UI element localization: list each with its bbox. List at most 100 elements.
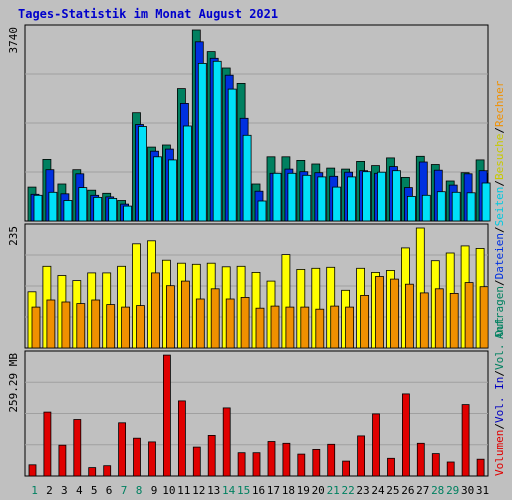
bar-volumen-day-6 (103, 465, 112, 477)
bar-seiten-day-1 (33, 194, 43, 222)
bar-volumen-day-22 (342, 460, 351, 477)
bar-seiten-day-31 (481, 182, 491, 222)
bar-volumen-day-26 (401, 393, 410, 477)
bar-rechner-day-24 (375, 276, 384, 349)
bar-rechner-day-3 (61, 301, 71, 349)
bar-seiten-day-6 (108, 197, 118, 222)
bar-rechner-day-18 (285, 306, 295, 349)
bar-volumen-day-12 (192, 446, 201, 477)
day-label-6: 6 (106, 484, 113, 497)
day-label-21: 21 (327, 484, 340, 497)
bar-rechner-day-23 (360, 294, 370, 349)
bar-rechner-day-7 (121, 306, 130, 349)
bar-rechner-day-11 (180, 280, 190, 349)
bar-seiten-day-28 (436, 191, 446, 222)
bar-rechner-day-22 (345, 306, 355, 349)
day-label-1: 1 (31, 484, 38, 497)
bar-seiten-day-24 (377, 171, 386, 222)
day-label-26: 26 (401, 484, 414, 497)
bar-volumen-day-3 (58, 444, 67, 477)
day-label-14: 14 (222, 484, 236, 497)
bar-rechner-day-28 (434, 288, 444, 349)
bar-volumen-day-7 (118, 422, 126, 477)
y-axis-max-label: 3740 (7, 27, 20, 54)
bar-seiten-day-15 (242, 134, 252, 222)
bar-seiten-day-19 (302, 174, 312, 222)
bar-rechner-day-25 (390, 278, 399, 349)
bar-seiten-day-7 (123, 205, 132, 222)
chart-panels: 3740 235 259.29 MB (7, 24, 491, 477)
bar-volumen-day-25 (387, 457, 395, 477)
day-label-12: 12 (192, 484, 205, 497)
y-axis-max-label: 235 (7, 226, 20, 246)
bar-seiten-day-14 (227, 88, 237, 222)
bar-rechner-day-4 (76, 303, 86, 349)
bar-seiten-day-20 (317, 176, 327, 222)
panel-visits: 235 (7, 223, 489, 349)
day-label-17: 17 (267, 484, 280, 497)
day-label-8: 8 (136, 484, 143, 497)
bar-volumen-day-31 (476, 458, 485, 477)
bar-seiten-day-8 (138, 126, 147, 222)
bar-seiten-day-29 (451, 191, 461, 222)
bar-volumen-day-24 (372, 413, 380, 477)
bar-rechner-day-30 (464, 282, 474, 349)
bar-seiten-day-18 (287, 172, 297, 222)
bar-volumen-day-1 (28, 464, 37, 477)
day-label-24: 24 (371, 484, 385, 497)
legend-entry: / (493, 180, 506, 187)
bar-seiten-day-11 (182, 125, 192, 222)
bar-seiten-day-27 (421, 194, 431, 222)
x-axis-day-labels: 1 2 3 4 5 6 7 8 9 10 11 12 13 14 15 16 17 18 19 20 21 22 23 24 2… (31, 484, 489, 497)
day-label-31: 31 (476, 484, 489, 497)
bar-rechner-day-26 (404, 283, 414, 349)
bar-seiten-day-17 (272, 172, 282, 222)
bar-rechner-day-19 (300, 306, 310, 349)
day-label-4: 4 (76, 484, 83, 497)
legend-entry: Dateien (493, 233, 506, 279)
bar-rechner-day-6 (106, 304, 116, 349)
day-label-7: 7 (121, 484, 128, 497)
day-label-3: 3 (61, 484, 68, 497)
legend-top: Anfragen/Dateien/Seiten/Besuche/Rechner (493, 80, 506, 339)
panel-hits: 3740 (7, 24, 491, 222)
bar-volumen-day-29 (446, 461, 455, 477)
bar-rechner-day-29 (449, 292, 459, 349)
bar-rechner-day-13 (210, 288, 220, 349)
bar-volumen-day-27 (416, 442, 425, 477)
day-label-19: 19 (297, 484, 310, 497)
legend-entry: / (493, 279, 506, 286)
day-label-5: 5 (91, 484, 98, 497)
bar-seiten-day-9 (153, 156, 162, 222)
bar-volumen-day-15 (237, 452, 246, 477)
bar-volumen-day-11 (177, 400, 186, 477)
bar-volumen-day-9 (148, 441, 156, 477)
bar-rechner-day-5 (91, 299, 101, 349)
day-label-13: 13 (207, 484, 220, 497)
bar-rechner-day-31 (479, 286, 489, 349)
bar-seiten-day-3 (63, 200, 73, 222)
bar-seiten-day-21 (332, 186, 342, 222)
bar-seiten-day-23 (362, 171, 372, 222)
day-label-16: 16 (252, 484, 265, 497)
day-label-2: 2 (46, 484, 53, 497)
bar-seiten-day-22 (347, 176, 357, 222)
day-label-11: 11 (177, 484, 190, 497)
legend-entry: Seiten (493, 187, 506, 227)
day-label-28: 28 (431, 484, 444, 497)
day-label-18: 18 (282, 484, 295, 497)
bar-rechner-day-17 (270, 305, 280, 349)
legend-entry: / (493, 127, 506, 134)
bar-rechner-day-14 (225, 298, 235, 349)
bar-seiten-day-30 (466, 192, 476, 222)
bar-seiten-day-5 (93, 196, 103, 222)
bar-volumen-day-4 (73, 419, 82, 477)
bar-rechner-day-8 (136, 305, 145, 349)
day-label-20: 20 (312, 484, 325, 497)
bar-rechner-day-12 (195, 298, 205, 349)
bar-volumen-day-28 (431, 453, 440, 477)
bar-volumen-day-5 (88, 467, 97, 477)
bar-seiten-day-25 (392, 170, 401, 222)
